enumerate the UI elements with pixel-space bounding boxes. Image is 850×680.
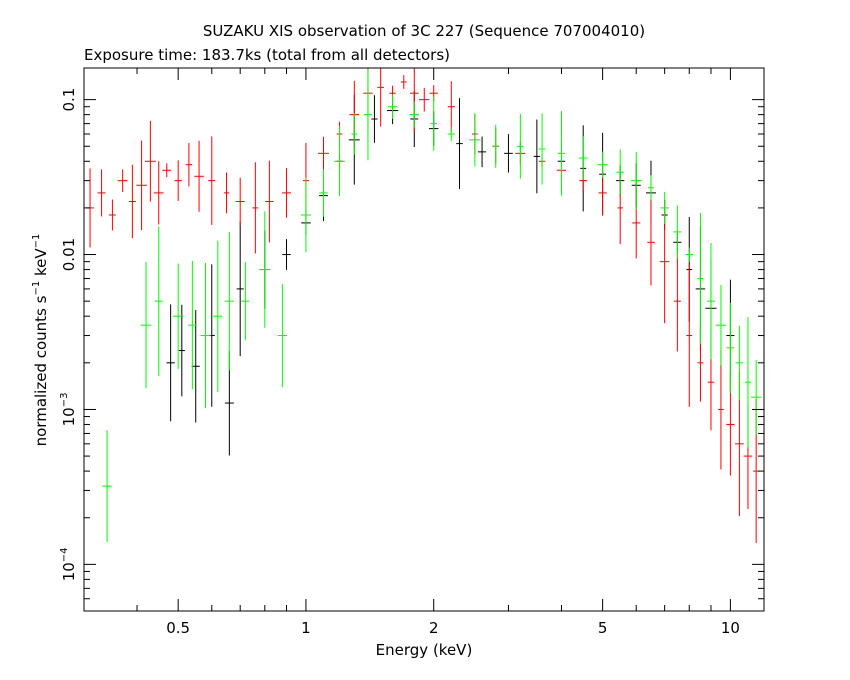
y-axis-label-exp1: −1: [31, 281, 42, 296]
y-tick-label: 0.01: [60, 238, 78, 271]
data-series: [166, 90, 735, 456]
x-tick-label: 10: [721, 619, 740, 637]
x-tick-label: 0.5: [166, 619, 190, 637]
data-series: [102, 69, 762, 543]
x-tick-label: 1: [301, 619, 311, 637]
x-tick-label: 5: [598, 619, 608, 637]
y-axis-label: normalized counts s−1 keV−1: [31, 234, 50, 447]
x-axis-label: Energy (keV): [376, 641, 473, 659]
data-layer: [86, 68, 762, 544]
data-series: [86, 68, 760, 544]
axes-layer: 0.5 1 2 5 10 0.1 0.01 10−3 10−4: [59, 68, 764, 637]
y-axis-label-exp2: −1: [31, 234, 42, 249]
chart-subtitle: Exposure time: 183.7ks (total from all d…: [84, 46, 450, 64]
y-axis-label-mid: keV: [32, 248, 50, 281]
y-axis-label-main: normalized counts s: [32, 295, 50, 446]
x-tick-label: 2: [429, 619, 439, 637]
chart-title: SUZAKU XIS observation of 3C 227 (Sequen…: [203, 22, 645, 40]
y-tick-label: 10−4: [59, 547, 78, 581]
y-tick-label: 10−3: [59, 393, 78, 427]
plot-frame: [83, 67, 765, 612]
y-tick-label: 0.1: [60, 88, 78, 112]
